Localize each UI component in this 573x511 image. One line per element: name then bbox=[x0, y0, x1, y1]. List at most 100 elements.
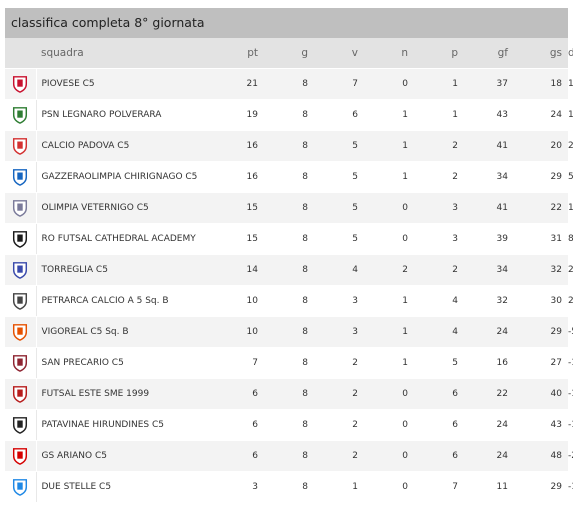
team-name[interactable]: PIOVESE C5 bbox=[36, 68, 214, 100]
team-name[interactable]: PSN LEGNARO POLVERARA bbox=[36, 99, 214, 131]
stat-gf: 11 bbox=[464, 471, 514, 503]
header-squadra[interactable]: squadra bbox=[36, 38, 214, 69]
team-logo-cell bbox=[5, 68, 37, 100]
table-row[interactable]: PETRARCA CALCIO A 5 Sq. B 10 8 3 1 4 32 30 2 bbox=[5, 285, 573, 317]
team-name[interactable]: PATAVINAE HIRUNDINES C5 bbox=[36, 409, 214, 441]
vigoreal-logo bbox=[13, 324, 28, 341]
stat-pt: 10 bbox=[214, 285, 264, 317]
stat-gs: 31 bbox=[514, 223, 568, 255]
table-row[interactable]: PSN LEGNARO POLVERARA198611432419 bbox=[5, 99, 573, 131]
stat-n: 0 bbox=[364, 223, 414, 255]
header-pt[interactable]: pt bbox=[214, 38, 264, 69]
team-name[interactable]: TORREGLIA C5 bbox=[36, 254, 214, 286]
stat-pt: 19 bbox=[214, 99, 264, 131]
torreglia-logo bbox=[13, 262, 28, 279]
stat-v: 4 bbox=[314, 254, 364, 286]
stat-n: 0 bbox=[364, 378, 414, 410]
stat-g: 8 bbox=[264, 192, 314, 224]
team-logo-cell bbox=[5, 223, 37, 255]
psn-legnaro-logo bbox=[13, 107, 28, 124]
team-name[interactable]: DUE STELLE C5 bbox=[36, 471, 214, 503]
header-gs[interactable]: gs bbox=[514, 38, 568, 69]
stat-pt: 6 bbox=[214, 440, 264, 472]
gazzera-logo bbox=[13, 169, 28, 186]
due-stelle-logo bbox=[13, 479, 28, 496]
team-name[interactable]: OLIMPIA VETERNIGO C5 bbox=[36, 192, 214, 224]
team-name[interactable]: FUTSAL ESTE SME 1999 bbox=[36, 378, 214, 410]
stat-gf: 37 bbox=[464, 68, 514, 100]
team-logo-cell bbox=[5, 440, 37, 472]
stat-g: 8 bbox=[264, 223, 314, 255]
team-name[interactable]: PETRARCA CALCIO A 5 Sq. B bbox=[36, 285, 214, 317]
stat-pt: 10 bbox=[214, 316, 264, 348]
patavinae-logo bbox=[13, 417, 28, 434]
stat-v: 5 bbox=[314, 223, 364, 255]
stat-g: 8 bbox=[264, 378, 314, 410]
stat-n: 1 bbox=[364, 130, 414, 162]
stat-v: 7 bbox=[314, 68, 364, 100]
team-name[interactable]: GAZZERAOLIMPIA CHIRIGNAGO C5 bbox=[36, 161, 214, 193]
table-row[interactable]: CALCIO PADOVA C5168512412021 bbox=[5, 130, 573, 162]
stat-v: 5 bbox=[314, 161, 364, 193]
stat-pt: 6 bbox=[214, 378, 264, 410]
stat-v: 2 bbox=[314, 347, 364, 379]
header-n[interactable]: n bbox=[364, 38, 414, 69]
stat-pt: 21 bbox=[214, 68, 264, 100]
team-name[interactable]: VIGOREAL C5 Sq. B bbox=[36, 316, 214, 348]
header-p[interactable]: p bbox=[414, 38, 464, 69]
stat-gs: 29 bbox=[514, 316, 568, 348]
stat-v: 5 bbox=[314, 192, 364, 224]
stat-gs: 22 bbox=[514, 192, 568, 224]
stat-gs: 40 bbox=[514, 378, 568, 410]
stat-g: 8 bbox=[264, 130, 314, 162]
standings-widget: classifica completa 8° giornata squadra … bbox=[5, 8, 573, 503]
stat-g: 8 bbox=[264, 254, 314, 286]
stat-p: 2 bbox=[414, 130, 464, 162]
stat-pt: 16 bbox=[214, 130, 264, 162]
stat-p: 6 bbox=[414, 440, 464, 472]
team-name[interactable]: GS ARIANO C5 bbox=[36, 440, 214, 472]
table-row[interactable]: PIOVESE C5218701371819 bbox=[5, 68, 573, 100]
stat-n: 0 bbox=[364, 409, 414, 441]
gs-ariano-logo bbox=[13, 448, 28, 465]
table-row[interactable]: TORREGLIA C5 14 8 4 2 2 34 32 2 bbox=[5, 254, 573, 286]
table-row[interactable]: GAZZERAOLIMPIA CHIRIGNAGO C5 16 8 5 1 2 34 29 5 bbox=[5, 161, 573, 193]
header-logo bbox=[5, 38, 36, 69]
team-logo-cell bbox=[5, 378, 37, 410]
stat-pt: 15 bbox=[214, 223, 264, 255]
stat-gf: 24 bbox=[464, 440, 514, 472]
ro-futsal-logo bbox=[13, 231, 28, 248]
header-v[interactable]: v bbox=[314, 38, 364, 69]
header-gf[interactable]: gf bbox=[464, 38, 514, 69]
san-precario-logo bbox=[13, 355, 28, 372]
stat-p: 2 bbox=[414, 254, 464, 286]
stat-gf: 22 bbox=[464, 378, 514, 410]
table-row[interactable]: RO FUTSAL CATHEDRAL ACADEMY 15 8 5 0 3 39 31 8 bbox=[5, 223, 573, 255]
header-g[interactable]: g bbox=[264, 38, 314, 69]
team-logo-cell bbox=[5, 347, 37, 379]
stat-p: 4 bbox=[414, 285, 464, 317]
stat-n: 2 bbox=[364, 254, 414, 286]
stat-v: 6 bbox=[314, 99, 364, 131]
olimpia-veternigo-logo bbox=[13, 200, 28, 217]
stat-v: 3 bbox=[314, 316, 364, 348]
stat-p: 3 bbox=[414, 192, 464, 224]
table-row[interactable]: OLIMPIA VETERNIGO C5158503412219 bbox=[5, 192, 573, 224]
team-name[interactable]: RO FUTSAL CATHEDRAL ACADEMY bbox=[36, 223, 214, 255]
stat-n: 0 bbox=[364, 440, 414, 472]
team-logo-cell bbox=[5, 99, 37, 131]
team-name[interactable]: SAN PRECARIO C5 bbox=[36, 347, 214, 379]
team-logo-cell bbox=[5, 254, 37, 286]
stat-pt: 7 bbox=[214, 347, 264, 379]
stat-n: 1 bbox=[364, 347, 414, 379]
stat-gs: 27 bbox=[514, 347, 568, 379]
team-name[interactable]: CALCIO PADOVA C5 bbox=[36, 130, 214, 162]
stat-gf: 34 bbox=[464, 254, 514, 286]
stat-gf: 39 bbox=[464, 223, 514, 255]
